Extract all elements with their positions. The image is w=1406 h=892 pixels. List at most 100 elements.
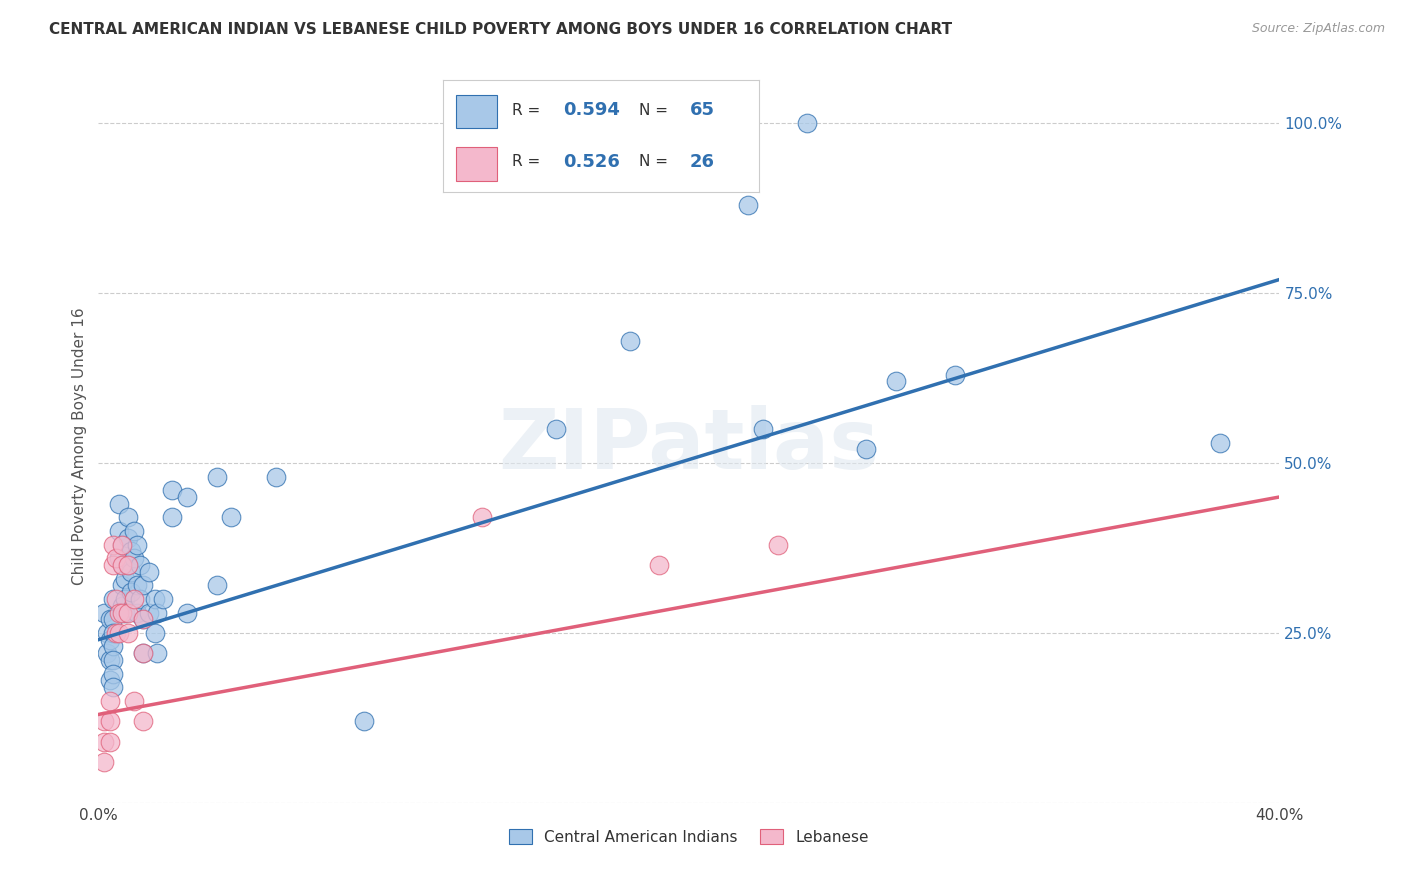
Point bbox=[96, 626, 118, 640]
Point bbox=[122, 694, 145, 708]
Text: 26: 26 bbox=[690, 153, 714, 170]
Point bbox=[132, 612, 155, 626]
Text: CENTRAL AMERICAN INDIAN VS LEBANESE CHILD POVERTY AMONG BOYS UNDER 16 CORRELATIO: CENTRAL AMERICAN INDIAN VS LEBANESE CHIL… bbox=[49, 22, 952, 37]
Point bbox=[796, 116, 818, 130]
Point bbox=[143, 591, 166, 606]
Point bbox=[103, 591, 125, 606]
Point bbox=[98, 612, 121, 626]
Point bbox=[98, 653, 121, 667]
Point bbox=[111, 558, 134, 572]
Point bbox=[108, 524, 131, 538]
Point bbox=[766, 537, 789, 551]
Point bbox=[128, 558, 150, 572]
Point bbox=[98, 734, 121, 748]
Point bbox=[264, 469, 287, 483]
Point bbox=[125, 578, 148, 592]
Point bbox=[143, 626, 166, 640]
Point bbox=[146, 646, 169, 660]
Point bbox=[108, 626, 131, 640]
Point bbox=[132, 646, 155, 660]
Point bbox=[117, 531, 139, 545]
Text: 0.594: 0.594 bbox=[562, 102, 620, 120]
Text: R =: R = bbox=[512, 103, 546, 118]
Text: Source: ZipAtlas.com: Source: ZipAtlas.com bbox=[1251, 22, 1385, 36]
Point bbox=[120, 544, 142, 558]
Point bbox=[619, 334, 641, 348]
Point bbox=[353, 714, 375, 729]
Point bbox=[111, 578, 134, 592]
Point bbox=[111, 537, 134, 551]
Y-axis label: Child Poverty Among Boys Under 16: Child Poverty Among Boys Under 16 bbox=[72, 307, 87, 585]
Point bbox=[108, 606, 131, 620]
Point bbox=[221, 510, 243, 524]
Point bbox=[205, 578, 228, 592]
Point bbox=[132, 714, 155, 729]
Point bbox=[855, 442, 877, 457]
Point bbox=[120, 585, 142, 599]
Point bbox=[114, 606, 136, 620]
Point bbox=[105, 626, 128, 640]
Point bbox=[105, 591, 128, 606]
Point bbox=[103, 558, 125, 572]
Text: 0.526: 0.526 bbox=[562, 153, 620, 170]
Point bbox=[117, 606, 139, 620]
Point bbox=[125, 606, 148, 620]
Point bbox=[132, 612, 155, 626]
Point bbox=[111, 537, 134, 551]
Point bbox=[108, 497, 131, 511]
Point bbox=[98, 673, 121, 688]
Text: ZIPatlas: ZIPatlas bbox=[499, 406, 879, 486]
Point bbox=[752, 422, 775, 436]
Point bbox=[122, 591, 145, 606]
Point bbox=[105, 551, 128, 566]
Text: 65: 65 bbox=[690, 102, 714, 120]
Point bbox=[471, 510, 494, 524]
Point bbox=[128, 591, 150, 606]
Point bbox=[111, 558, 134, 572]
Point bbox=[132, 646, 155, 660]
Point bbox=[546, 422, 568, 436]
Point bbox=[162, 483, 183, 498]
Point bbox=[146, 606, 169, 620]
Point bbox=[737, 198, 759, 212]
Point bbox=[103, 626, 125, 640]
FancyBboxPatch shape bbox=[456, 95, 496, 128]
Point bbox=[111, 606, 134, 620]
Text: N =: N = bbox=[640, 103, 673, 118]
Point bbox=[132, 578, 155, 592]
Point bbox=[943, 368, 966, 382]
Point bbox=[152, 591, 174, 606]
Legend: Central American Indians, Lebanese: Central American Indians, Lebanese bbox=[501, 821, 877, 852]
FancyBboxPatch shape bbox=[456, 147, 496, 180]
Point bbox=[103, 612, 125, 626]
Point bbox=[96, 646, 118, 660]
Point bbox=[162, 510, 183, 524]
Point bbox=[114, 591, 136, 606]
Point bbox=[111, 599, 134, 613]
Point bbox=[138, 565, 160, 579]
Point bbox=[122, 551, 145, 566]
Point bbox=[93, 734, 115, 748]
Point bbox=[103, 653, 125, 667]
Point bbox=[93, 755, 115, 769]
Point bbox=[120, 565, 142, 579]
Point bbox=[114, 572, 136, 586]
Point bbox=[117, 510, 139, 524]
Point bbox=[103, 537, 125, 551]
Point bbox=[117, 626, 139, 640]
Point bbox=[117, 558, 139, 572]
Point bbox=[93, 606, 115, 620]
Point bbox=[138, 606, 160, 620]
Point bbox=[93, 714, 115, 729]
Point bbox=[108, 551, 131, 566]
Point bbox=[98, 632, 121, 647]
Point bbox=[122, 524, 145, 538]
Point bbox=[176, 606, 198, 620]
Point bbox=[884, 375, 907, 389]
Point bbox=[648, 558, 671, 572]
Point bbox=[125, 537, 148, 551]
Point bbox=[103, 666, 125, 681]
Point bbox=[205, 469, 228, 483]
Point bbox=[117, 558, 139, 572]
Point bbox=[176, 490, 198, 504]
